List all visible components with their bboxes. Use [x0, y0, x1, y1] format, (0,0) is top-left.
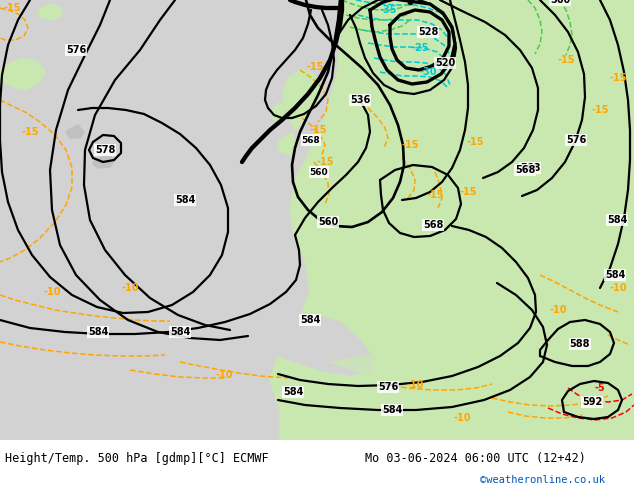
Text: -10: -10 [609, 283, 627, 293]
Text: -15: -15 [3, 3, 21, 13]
Polygon shape [265, 315, 375, 375]
Text: -10: -10 [453, 413, 471, 423]
Text: 568: 568 [423, 220, 443, 230]
Polygon shape [283, 70, 320, 130]
Polygon shape [0, 58, 45, 90]
Polygon shape [0, 0, 634, 440]
Polygon shape [38, 4, 62, 20]
Text: -15: -15 [592, 105, 609, 115]
Text: -15: -15 [466, 137, 484, 147]
Text: -15: -15 [609, 73, 627, 83]
Text: Mo 03-06-2024 06:00 UTC (12+42): Mo 03-06-2024 06:00 UTC (12+42) [365, 451, 586, 465]
Text: 560: 560 [318, 217, 338, 227]
Polygon shape [66, 125, 84, 138]
Text: 568: 568 [302, 136, 320, 145]
Text: -15: -15 [22, 127, 39, 137]
Text: -10: -10 [216, 370, 233, 380]
Text: 584: 584 [88, 327, 108, 337]
Text: 536: 536 [350, 95, 370, 105]
Text: -15: -15 [309, 125, 327, 135]
Polygon shape [93, 155, 115, 168]
Text: -15: -15 [426, 190, 444, 200]
Text: 584: 584 [605, 270, 625, 280]
Polygon shape [278, 132, 295, 155]
Text: 584: 584 [607, 215, 627, 225]
Text: -15: -15 [316, 157, 333, 167]
Text: 584: 584 [300, 315, 320, 325]
Polygon shape [330, 340, 490, 380]
Text: -10: -10 [406, 380, 424, 390]
Text: -10: -10 [549, 305, 567, 315]
Text: -5: -5 [595, 383, 605, 393]
Text: 560: 560 [550, 0, 570, 5]
Polygon shape [270, 0, 634, 440]
Text: 592: 592 [582, 397, 602, 407]
Text: -15: -15 [459, 187, 477, 197]
Text: 584: 584 [170, 327, 190, 337]
Text: -30: -30 [419, 67, 437, 77]
Text: 578: 578 [95, 145, 115, 155]
Text: 520: 520 [435, 58, 455, 68]
Text: -25: -25 [411, 43, 429, 53]
Text: 560: 560 [309, 168, 328, 176]
Text: 576: 576 [566, 135, 586, 145]
Text: 568: 568 [515, 165, 535, 175]
Text: -15: -15 [557, 55, 575, 65]
Text: Height/Temp. 500 hPa [gdmp][°C] ECMWF: Height/Temp. 500 hPa [gdmp][°C] ECMWF [5, 451, 269, 465]
Text: 584: 584 [283, 387, 303, 397]
Text: 576: 576 [66, 45, 86, 55]
Text: 584: 584 [382, 405, 402, 415]
Text: 588: 588 [570, 339, 590, 349]
Text: -10: -10 [121, 283, 139, 293]
Text: 584: 584 [175, 195, 195, 205]
Polygon shape [270, 102, 285, 120]
Text: 576: 576 [378, 382, 398, 392]
Text: ©weatheronline.co.uk: ©weatheronline.co.uk [480, 475, 605, 485]
Text: 568: 568 [520, 163, 540, 173]
Text: 528: 528 [418, 27, 438, 37]
Text: -10: -10 [43, 287, 61, 297]
Text: -15: -15 [401, 140, 418, 150]
Polygon shape [378, 310, 440, 348]
Text: -15: -15 [306, 62, 324, 72]
Text: -35: -35 [379, 5, 397, 15]
